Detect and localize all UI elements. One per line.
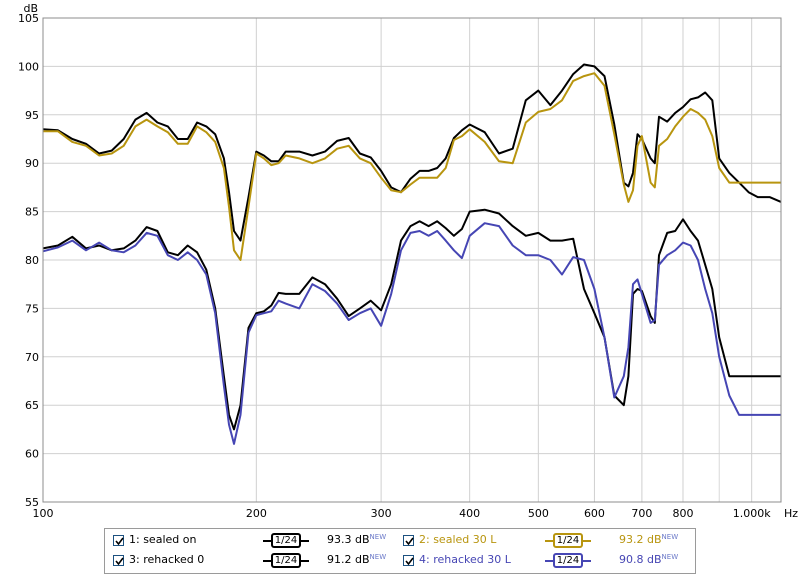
legend-label: 4: rehacked 30 L xyxy=(419,553,511,566)
y-tick-label: 90 xyxy=(25,157,39,170)
check-icon xyxy=(405,557,414,566)
checkbox-sealed-30l[interactable] xyxy=(403,535,414,546)
y-tick-label: 100 xyxy=(18,60,39,73)
smoothing-button-sealed-on[interactable]: 1/24 xyxy=(263,531,309,551)
series-line-1 xyxy=(42,63,782,242)
x-tick-label: 200 xyxy=(246,507,267,520)
y-tick-label: 65 xyxy=(25,399,39,412)
check-icon xyxy=(115,537,124,546)
checkbox-rehacked-0[interactable] xyxy=(113,555,124,566)
smoothing-button-sealed-30l[interactable]: 1/24 xyxy=(545,531,591,551)
x-tick-label: 100 xyxy=(33,507,54,520)
y-tick-label: 75 xyxy=(25,302,39,315)
y-tick-label: 55 xyxy=(25,496,39,509)
level-value: 90.8 dBNEW xyxy=(619,553,678,566)
x-tick-label: 400 xyxy=(459,507,480,520)
series-line-2 xyxy=(43,72,781,261)
plot-border xyxy=(42,17,782,503)
smoothing-button-rehacked-0[interactable]: 1/24 xyxy=(263,551,309,571)
checkbox-rehacked-30l[interactable] xyxy=(403,555,414,566)
level-value: 91.2 dBNEW xyxy=(327,553,386,566)
check-icon xyxy=(115,557,124,566)
legend-label: 3: rehacked 0 xyxy=(129,553,205,566)
series-line-4 xyxy=(42,222,781,445)
checkbox-sealed-on[interactable] xyxy=(113,535,124,546)
smoothing-label: 1/24 xyxy=(271,553,301,568)
legend-label: 1: sealed on xyxy=(129,533,197,546)
legend-panel: 1: sealed on 1/24 93.3 dBNEW 2: sealed 3… xyxy=(104,528,696,574)
level-value-text: 91.2 dB xyxy=(327,553,370,566)
y-tick-label: 60 xyxy=(25,448,39,461)
y-unit-label: dB xyxy=(23,2,38,15)
new-badge: NEW xyxy=(369,533,387,541)
y-tick-label: 95 xyxy=(25,109,39,122)
legend-row-2: 3: rehacked 0 1/24 91.2 dBNEW 4: rehacke… xyxy=(105,551,695,571)
x-tick-label: 800 xyxy=(672,507,693,520)
check-icon xyxy=(405,537,414,546)
x-tick-label: 700 xyxy=(631,507,652,520)
legend-label: 2: sealed 30 L xyxy=(419,533,497,546)
y-tick-label: 70 xyxy=(25,351,39,364)
y-tick-label: 105 xyxy=(18,12,39,25)
smoothing-label: 1/24 xyxy=(553,533,583,548)
frequency-response-chart: 55 60 65 70 75 80 85 90 95 100 105 100 200 300 400 500 6… xyxy=(18,2,798,520)
level-value: 93.3 dBNEW xyxy=(327,533,386,546)
smoothing-label: 1/24 xyxy=(271,533,301,548)
series-line-3 xyxy=(42,208,781,431)
smoothing-label: 1/24 xyxy=(553,553,583,568)
new-badge: NEW xyxy=(661,553,679,561)
y-tick-label: 85 xyxy=(25,206,39,219)
x-unit-label: Hz xyxy=(784,507,798,520)
new-badge: NEW xyxy=(369,553,387,561)
level-value-text: 90.8 dB xyxy=(619,553,662,566)
level-value: 93.2 dBNEW xyxy=(619,533,678,546)
x-tick-label: 500 xyxy=(528,507,549,520)
x-tick-label: 1.000k xyxy=(733,507,771,520)
x-tick-label: 600 xyxy=(584,507,605,520)
new-badge: NEW xyxy=(661,533,679,541)
y-tick-label: 80 xyxy=(25,254,39,267)
smoothing-button-rehacked-30l[interactable]: 1/24 xyxy=(545,551,591,571)
level-value-text: 93.3 dB xyxy=(327,533,370,546)
x-tick-label: 300 xyxy=(371,507,392,520)
level-value-text: 93.2 dB xyxy=(619,533,662,546)
legend-row-1: 1: sealed on 1/24 93.3 dBNEW 2: sealed 3… xyxy=(105,531,695,551)
